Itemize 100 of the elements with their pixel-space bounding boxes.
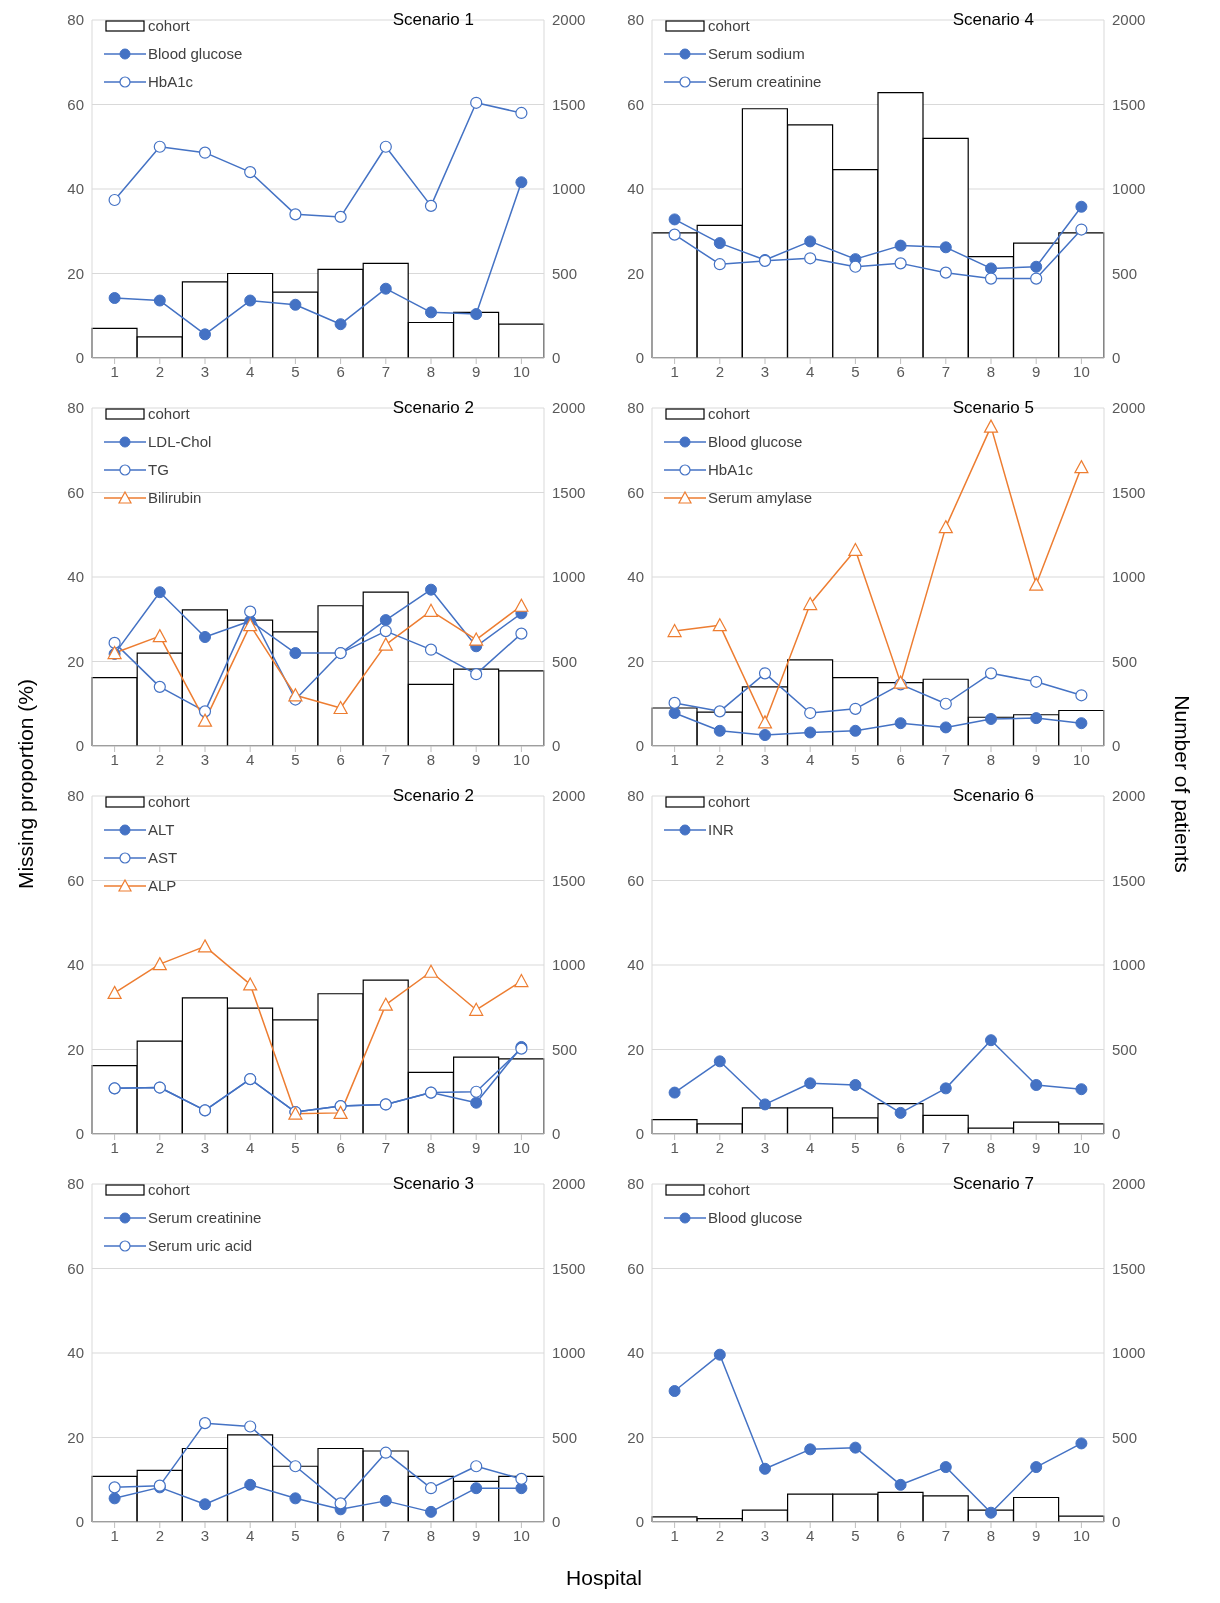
y-tick-label: 80 (67, 399, 84, 417)
text: Hospital (565, 1566, 643, 1590)
x-tick-label: 5 (851, 750, 860, 768)
x-tick-label: 5 (851, 362, 860, 380)
x-tick-label: 10 (1073, 362, 1090, 380)
y-tick-label: 40 (627, 956, 644, 974)
y2-tick-label: 1500 (552, 95, 586, 113)
x-tick-label: 4 (246, 750, 255, 768)
y2-tick-label: 500 (552, 264, 578, 282)
y-tick-label: 60 (627, 483, 644, 501)
x-tick-label: 10 (513, 362, 530, 380)
x-tick-label: 8 (986, 1138, 996, 1156)
x-tick-label: 10 (1073, 750, 1090, 768)
legend-label: ALT (148, 820, 175, 840)
x-tick-label: 9 (1032, 750, 1041, 768)
x-tick-label: 5 (291, 1526, 300, 1544)
legend-label: LDL-Chol (148, 432, 212, 452)
legend-label: cohort (148, 792, 190, 812)
x-tick-label: 3 (200, 1138, 210, 1156)
legend-label: Blood glucose (148, 44, 243, 64)
legend-label: cohort (148, 1180, 190, 1200)
y2-tick-label: 1500 (1112, 483, 1146, 501)
y2-tick-label: 0 (552, 349, 561, 367)
x-tick-label: 1 (670, 750, 679, 768)
x-tick-label: 6 (896, 750, 905, 768)
x-tick-label: 7 (941, 362, 950, 380)
x-tick-label: 4 (246, 362, 255, 380)
text: Number of patients (1170, 695, 1194, 873)
y2-tick-label: 2000 (1112, 399, 1146, 417)
x-tick-label: 2 (715, 362, 724, 380)
x-tick-label: 7 (381, 1138, 390, 1156)
y-tick-label: 40 (627, 1344, 644, 1362)
y2-tick-label: 2000 (1112, 1175, 1146, 1193)
chart-title: Scenario 2 (392, 786, 474, 806)
legend-label: Serum sodium (708, 44, 805, 64)
y-tick-label: 20 (67, 1040, 84, 1058)
y-tick-label: 40 (627, 568, 644, 586)
x-tick-label: 6 (336, 750, 345, 768)
legend-label: AST (148, 848, 178, 868)
x-tick-label: 3 (760, 750, 770, 768)
x-tick-label: 9 (472, 362, 481, 380)
x-tick-label: 2 (155, 1138, 164, 1156)
x-tick-label: 7 (941, 750, 950, 768)
x-tick-label: 8 (426, 1138, 436, 1156)
x-tick-label: 6 (896, 1138, 905, 1156)
x-tick-label: 5 (851, 1138, 860, 1156)
x-tick-label: 10 (513, 1526, 530, 1544)
y2-tick-label: 1500 (552, 483, 586, 501)
x-tick-label: 4 (806, 750, 815, 768)
y-tick-label: 0 (635, 1513, 644, 1531)
x-tick-label: 4 (806, 362, 815, 380)
y2-tick-label: 0 (552, 737, 561, 755)
y2-tick-label: 0 (1112, 1125, 1121, 1143)
x-tick-label: 9 (1032, 1138, 1041, 1156)
y-tick-label: 0 (635, 349, 644, 367)
x-tick-label: 2 (715, 1138, 724, 1156)
x-tick-label: 3 (760, 362, 770, 380)
x-tick-label: 10 (1073, 1138, 1090, 1156)
x-tick-label: 9 (472, 750, 481, 768)
x-tick-label: 2 (155, 750, 164, 768)
x-tick-label: 6 (896, 1526, 905, 1544)
x-tick-label: 6 (896, 362, 905, 380)
x-tick-label: 7 (941, 1526, 950, 1544)
y2-tick-label: 0 (1112, 349, 1121, 367)
legend-label: Serum amylase (708, 488, 813, 508)
x-tick-label: 8 (986, 362, 996, 380)
y2-tick-label: 1000 (1112, 956, 1146, 974)
chart-title: Scenario 6 (952, 786, 1034, 806)
y-tick-label: 20 (627, 1428, 644, 1446)
y-tick-label: 20 (67, 1428, 84, 1446)
x-tick-label: 3 (200, 750, 210, 768)
text: Missing proportion (%) (14, 678, 38, 890)
y-tick-label: 60 (627, 1259, 644, 1277)
x-tick-label: 2 (155, 1526, 164, 1544)
x-tick-label: 2 (715, 1526, 724, 1544)
y2-tick-label: 1000 (552, 956, 586, 974)
legend-label: Blood glucose (708, 432, 803, 452)
x-tick-label: 1 (670, 1526, 679, 1544)
x-tick-label: 4 (806, 1526, 815, 1544)
y2-tick-label: 1000 (552, 180, 586, 198)
y-tick-label: 60 (627, 871, 644, 889)
x-tick-label: 6 (336, 362, 345, 380)
y2-tick-label: 500 (1112, 264, 1138, 282)
x-tick-label: 1 (110, 750, 119, 768)
y2-tick-label: 2000 (1112, 11, 1146, 29)
y-tick-label: 80 (67, 1175, 84, 1193)
legend-label: Serum creatinine (708, 72, 822, 92)
x-tick-label: 3 (760, 1526, 770, 1544)
y2-tick-label: 2000 (552, 787, 586, 805)
x-tick-label: 5 (291, 362, 300, 380)
y2-tick-label: 1500 (1112, 95, 1146, 113)
y-tick-label: 20 (67, 264, 84, 282)
x-tick-label: 1 (110, 1138, 119, 1156)
x-tick-label: 8 (426, 362, 436, 380)
y-tick-label: 80 (67, 787, 84, 805)
legend-label: Bilirubin (148, 488, 202, 508)
y2-tick-label: 500 (1112, 1040, 1138, 1058)
x-tick-label: 6 (336, 1138, 345, 1156)
x-tick-label: 4 (246, 1526, 255, 1544)
x-tick-label: 9 (472, 1138, 481, 1156)
